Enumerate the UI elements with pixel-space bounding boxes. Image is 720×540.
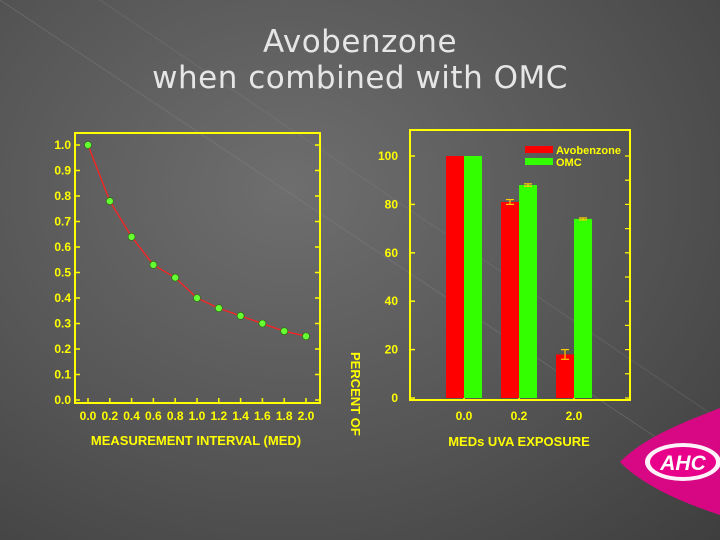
data-point [215,304,223,313]
x-tick-label: 1.0 [189,409,206,423]
x-tick-label: 1.8 [276,409,293,423]
bar-chart: 0 20 40 60 80 100 0.0 0.2 2.0 Avobenzone OMC ME… [378,129,631,449]
y-tick-label: 0.2 [54,342,71,356]
data-point [302,332,310,341]
y-tick-label: 0.7 [54,215,71,229]
bar-omc [519,185,537,398]
y-tick-label: 0.0 [54,393,71,407]
data-point [84,141,92,149]
data-point [149,261,158,269]
bar-omc [464,156,482,398]
x-tick-label: 0.0 [456,409,473,423]
x-tick-label: 0.0 [80,409,97,423]
x-tick-label: 2.0 [298,409,315,423]
bar-chart-y-axis: 0 20 40 60 80 100 [378,149,630,405]
y-tick-label: 1.0 [54,138,71,152]
y-tick-label: 0 [391,391,398,405]
legend-swatch-avobenzone [525,146,553,153]
decay-chart-x-axis: 0.0 0.2 0.4 0.6 0.8 1.0 1.2 1.4 1.6 1.8 2.0 [80,398,315,423]
y-tick-label: 0.5 [54,266,71,280]
y-tick-label: 0.3 [54,317,71,331]
data-point [236,312,245,320]
bar-chart-legend: Avobenzone OMC [525,145,621,169]
data-point [193,294,201,302]
decay-chart-y-axis: 0.0 0.1 0.2 0.3 0.4 0.5 0.6 0.7 0.8 0.9 1.0 [54,138,320,407]
y-tick-label: 60 [385,246,399,260]
slide-title-line-1: Avobenzone [262,24,458,60]
bar-avobenzone [501,201,519,398]
data-point [127,233,136,241]
bar-chart-y-label: PERCENT OF [348,352,363,436]
data-point [280,327,289,335]
y-tick-label: 0.9 [54,164,71,178]
ahc-logo-text: AHC [659,452,706,475]
data-point [106,197,114,205]
slide-title-line-2: when combined with OMC [152,60,568,96]
y-tick-label: 40 [385,294,399,308]
legend-label-avobenzone: Avobenzone [556,145,621,157]
bar-omc [574,218,592,398]
decay-points [84,141,310,341]
x-tick-label: 1.2 [210,409,227,423]
decay-chart: 0.0 0.1 0.2 0.3 0.4 0.5 0.6 0.7 0.8 0.9 1.0 0.0 0.2… [54,132,321,448]
y-tick-label: 0.8 [54,189,71,203]
y-tick-label: 80 [385,197,399,211]
slide-title: Avobenzone when combined with OMC [60,24,660,96]
bar-chart-bars [446,156,592,398]
data-point [258,319,267,328]
y-tick-label: 0.4 [54,291,71,305]
data-point [171,273,179,282]
x-tick-label: 0.4 [123,409,140,423]
y-tick-label: 0.6 [54,240,71,254]
bar-avobenzone [446,156,464,398]
bar-avobenzone [556,354,574,398]
legend-label-omc: OMC [556,157,582,169]
x-tick-label: 1.4 [232,409,249,423]
x-tick-label: 0.6 [145,409,162,423]
x-tick-label: 1.6 [254,409,271,423]
y-tick-label: 100 [378,149,398,163]
x-tick-label: 0.2 [511,409,528,423]
x-tick-label: 0.2 [101,409,118,423]
decay-chart-x-label: MEASUREMENT INTERVAL (MED) [91,433,301,448]
legend-swatch-omc [525,158,553,165]
x-tick-label: 2.0 [566,409,583,423]
y-tick-label: 20 [385,343,399,357]
bar-chart-frame [409,129,631,401]
x-tick-label: 0.8 [167,409,184,423]
y-tick-label: 0.1 [54,368,71,382]
bar-chart-x-label: MEDs UVA EXPOSURE [448,434,590,449]
